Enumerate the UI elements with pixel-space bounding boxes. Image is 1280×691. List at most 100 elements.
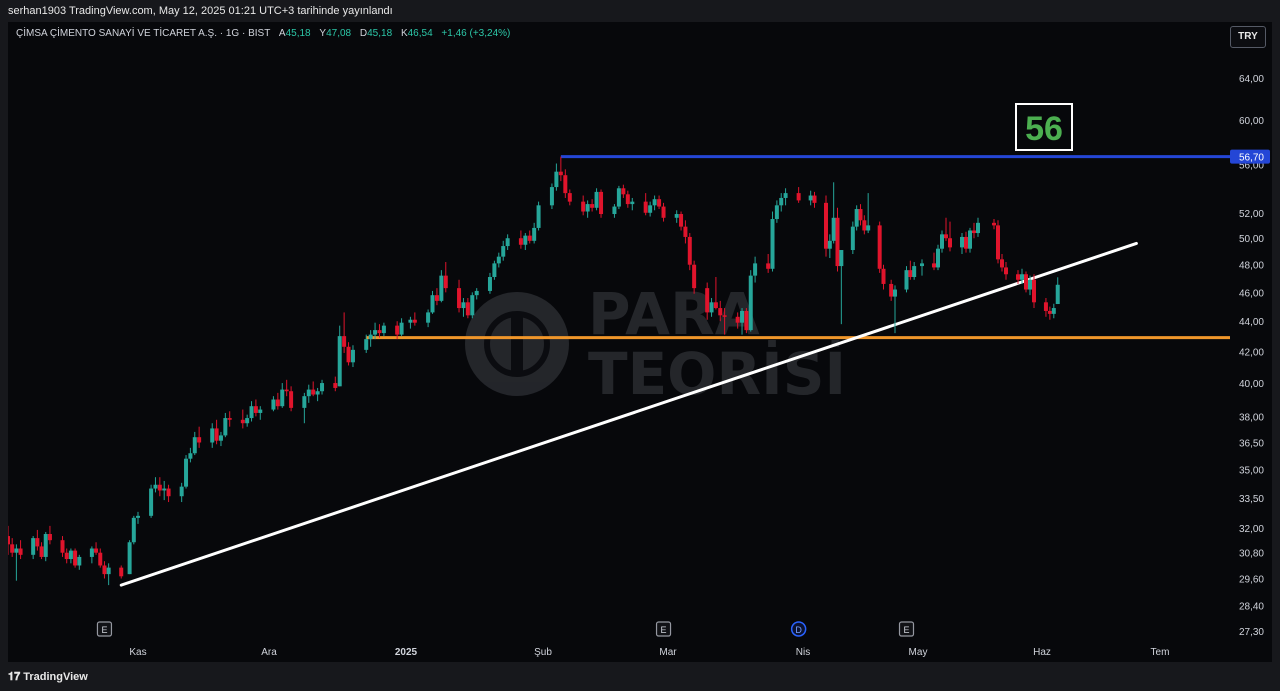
candle-body	[8, 536, 10, 545]
resistance-price-label: 56,70	[1239, 153, 1264, 164]
price-axis[interactable]: 64,00 60,00 56,00 52,00 50,00 48,00 46,00 44,00…	[1230, 74, 1270, 638]
candle-body	[47, 534, 52, 541]
candle	[854, 205, 859, 231]
watermark-line2: TEORİSİ	[588, 339, 846, 408]
candle	[119, 565, 124, 579]
earnings-marker-icon	[96, 621, 113, 637]
candle	[523, 233, 528, 251]
currency-button[interactable]: TRY	[1230, 26, 1266, 48]
candle-body	[284, 389, 289, 392]
candle	[796, 187, 801, 203]
candle-body	[766, 263, 771, 269]
candle-body	[1047, 310, 1052, 314]
trendline	[119, 241, 1138, 587]
candle	[705, 282, 710, 320]
event-marker-label: E	[903, 625, 909, 635]
candle	[39, 542, 44, 560]
candle-body	[581, 201, 586, 212]
candle	[625, 190, 630, 208]
candle	[692, 260, 697, 294]
chart-panel[interactable]: PARA TEORİSİ 64,00 60,00 56,00 52,00 50,00 48,…	[8, 22, 1272, 662]
change-value: +1,46 (+3,24%)	[441, 28, 511, 39]
candle	[590, 199, 595, 212]
price-tick-label: 52,00	[1239, 209, 1264, 220]
candle	[271, 396, 276, 412]
candle-body	[210, 428, 215, 443]
candle-body	[824, 202, 828, 249]
candle-body	[877, 225, 882, 269]
candle-body	[527, 235, 532, 241]
candle	[893, 285, 897, 334]
price-tick-label: 46,00	[1239, 288, 1264, 299]
candle-body	[713, 302, 718, 309]
candle	[753, 256, 758, 283]
candle	[280, 383, 285, 408]
symbol-title[interactable]: ÇİMSA ÇİMENTO SANAYİ VE TİCARET A.Ş. · 1…	[16, 28, 271, 39]
close-label: K	[400, 28, 408, 39]
candle	[518, 230, 523, 249]
candle	[850, 221, 855, 254]
candle-body	[14, 548, 19, 553]
candle	[1032, 274, 1036, 309]
candle	[936, 244, 940, 271]
candle-body	[835, 217, 840, 267]
candle	[223, 412, 228, 438]
candle	[253, 399, 258, 417]
candle	[102, 561, 107, 579]
candle	[395, 321, 400, 340]
candle-body	[39, 546, 44, 557]
price-tick-label: 32,00	[1239, 524, 1264, 535]
candle-body	[590, 204, 595, 208]
candle	[188, 447, 193, 463]
candle-body	[920, 263, 924, 267]
price-tick-label: 42,00	[1239, 347, 1264, 358]
candle	[275, 392, 280, 410]
candle-body	[119, 567, 124, 577]
candle	[47, 525, 52, 545]
watermark-circle	[465, 292, 569, 396]
candle-body	[532, 227, 537, 241]
time-tick-label: Haz	[1033, 647, 1051, 658]
candle	[412, 312, 417, 326]
candle	[774, 200, 779, 223]
candle	[744, 308, 749, 334]
candle-body	[412, 319, 417, 323]
candle	[722, 308, 727, 335]
time-axis[interactable]: Kas Ara 2025 Şub Mar Nis May Haz Tem	[129, 647, 1169, 658]
price-tick-label: 35,00	[1239, 466, 1264, 477]
candle-body	[18, 548, 23, 555]
candle-body	[461, 302, 466, 309]
candle-body	[630, 201, 635, 205]
candle	[368, 330, 373, 347]
candle-body	[31, 538, 36, 555]
candle-body	[430, 295, 435, 313]
candle-body	[487, 277, 492, 291]
candle	[558, 156, 563, 182]
candle	[430, 290, 435, 314]
candle-body	[687, 236, 692, 265]
candle-body	[866, 225, 871, 231]
candle	[245, 414, 250, 427]
candle-body	[315, 391, 320, 395]
candle-body	[992, 222, 996, 226]
published-header: serhan1903 TradingView.com, May 12, 2025…	[0, 0, 1280, 22]
candle-body	[976, 222, 980, 234]
candle	[713, 277, 718, 310]
candle	[284, 379, 289, 397]
candle	[908, 260, 913, 280]
candle	[599, 189, 604, 218]
candle	[320, 379, 325, 395]
candle-body	[1028, 279, 1032, 290]
earnings-marker-icon	[655, 621, 672, 637]
candle	[439, 270, 444, 303]
candle-body	[73, 550, 78, 566]
candle	[426, 309, 431, 328]
candle-body	[102, 565, 107, 575]
tradingview-logo[interactable]: 𝟏𝟕 TradingView	[8, 670, 88, 684]
candle-body	[912, 266, 917, 278]
symbol-legend: ÇİMSA ÇİMENTO SANAYİ VE TİCARET A.Ş. · 1…	[16, 28, 510, 39]
candle	[149, 484, 154, 518]
candle	[492, 260, 497, 280]
